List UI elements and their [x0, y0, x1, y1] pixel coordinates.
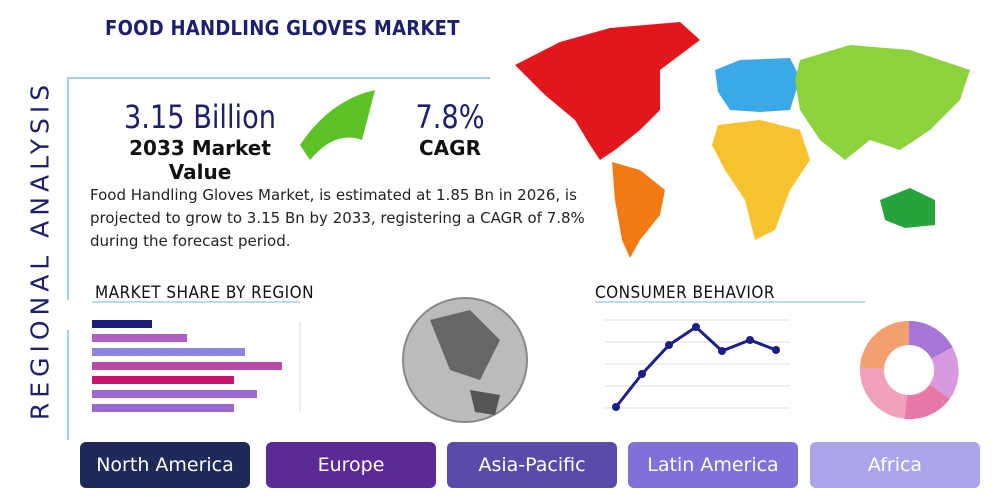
region-tab[interactable]: Europe [266, 442, 436, 488]
description: Food Handling Gloves Market, is estimate… [90, 186, 585, 250]
stat-label: 2033 Market Value [129, 136, 271, 184]
stat-label: CAGR [419, 136, 481, 160]
section-title: MARKET SHARE BY REGION [95, 283, 314, 303]
stat-value: 7.8% [415, 98, 485, 136]
side-title: REGIONAL ANALYSIS [25, 79, 55, 421]
stat: 3.15 Billion 2033 Market Value [100, 98, 300, 184]
title: FOOD HANDLING GLOVES MARKET [105, 16, 460, 40]
stat-value: 3.15 Billion [124, 98, 276, 136]
region-tab[interactable]: Asia-Pacific [447, 442, 617, 488]
region-tab[interactable]: Africa [810, 442, 980, 488]
region-tab[interactable]: Latin America [628, 442, 798, 488]
section-title: CONSUMER BEHAVIOR [595, 283, 775, 303]
stat: 7.8% CAGR [395, 98, 505, 160]
region-tab[interactable]: North America [80, 442, 250, 488]
